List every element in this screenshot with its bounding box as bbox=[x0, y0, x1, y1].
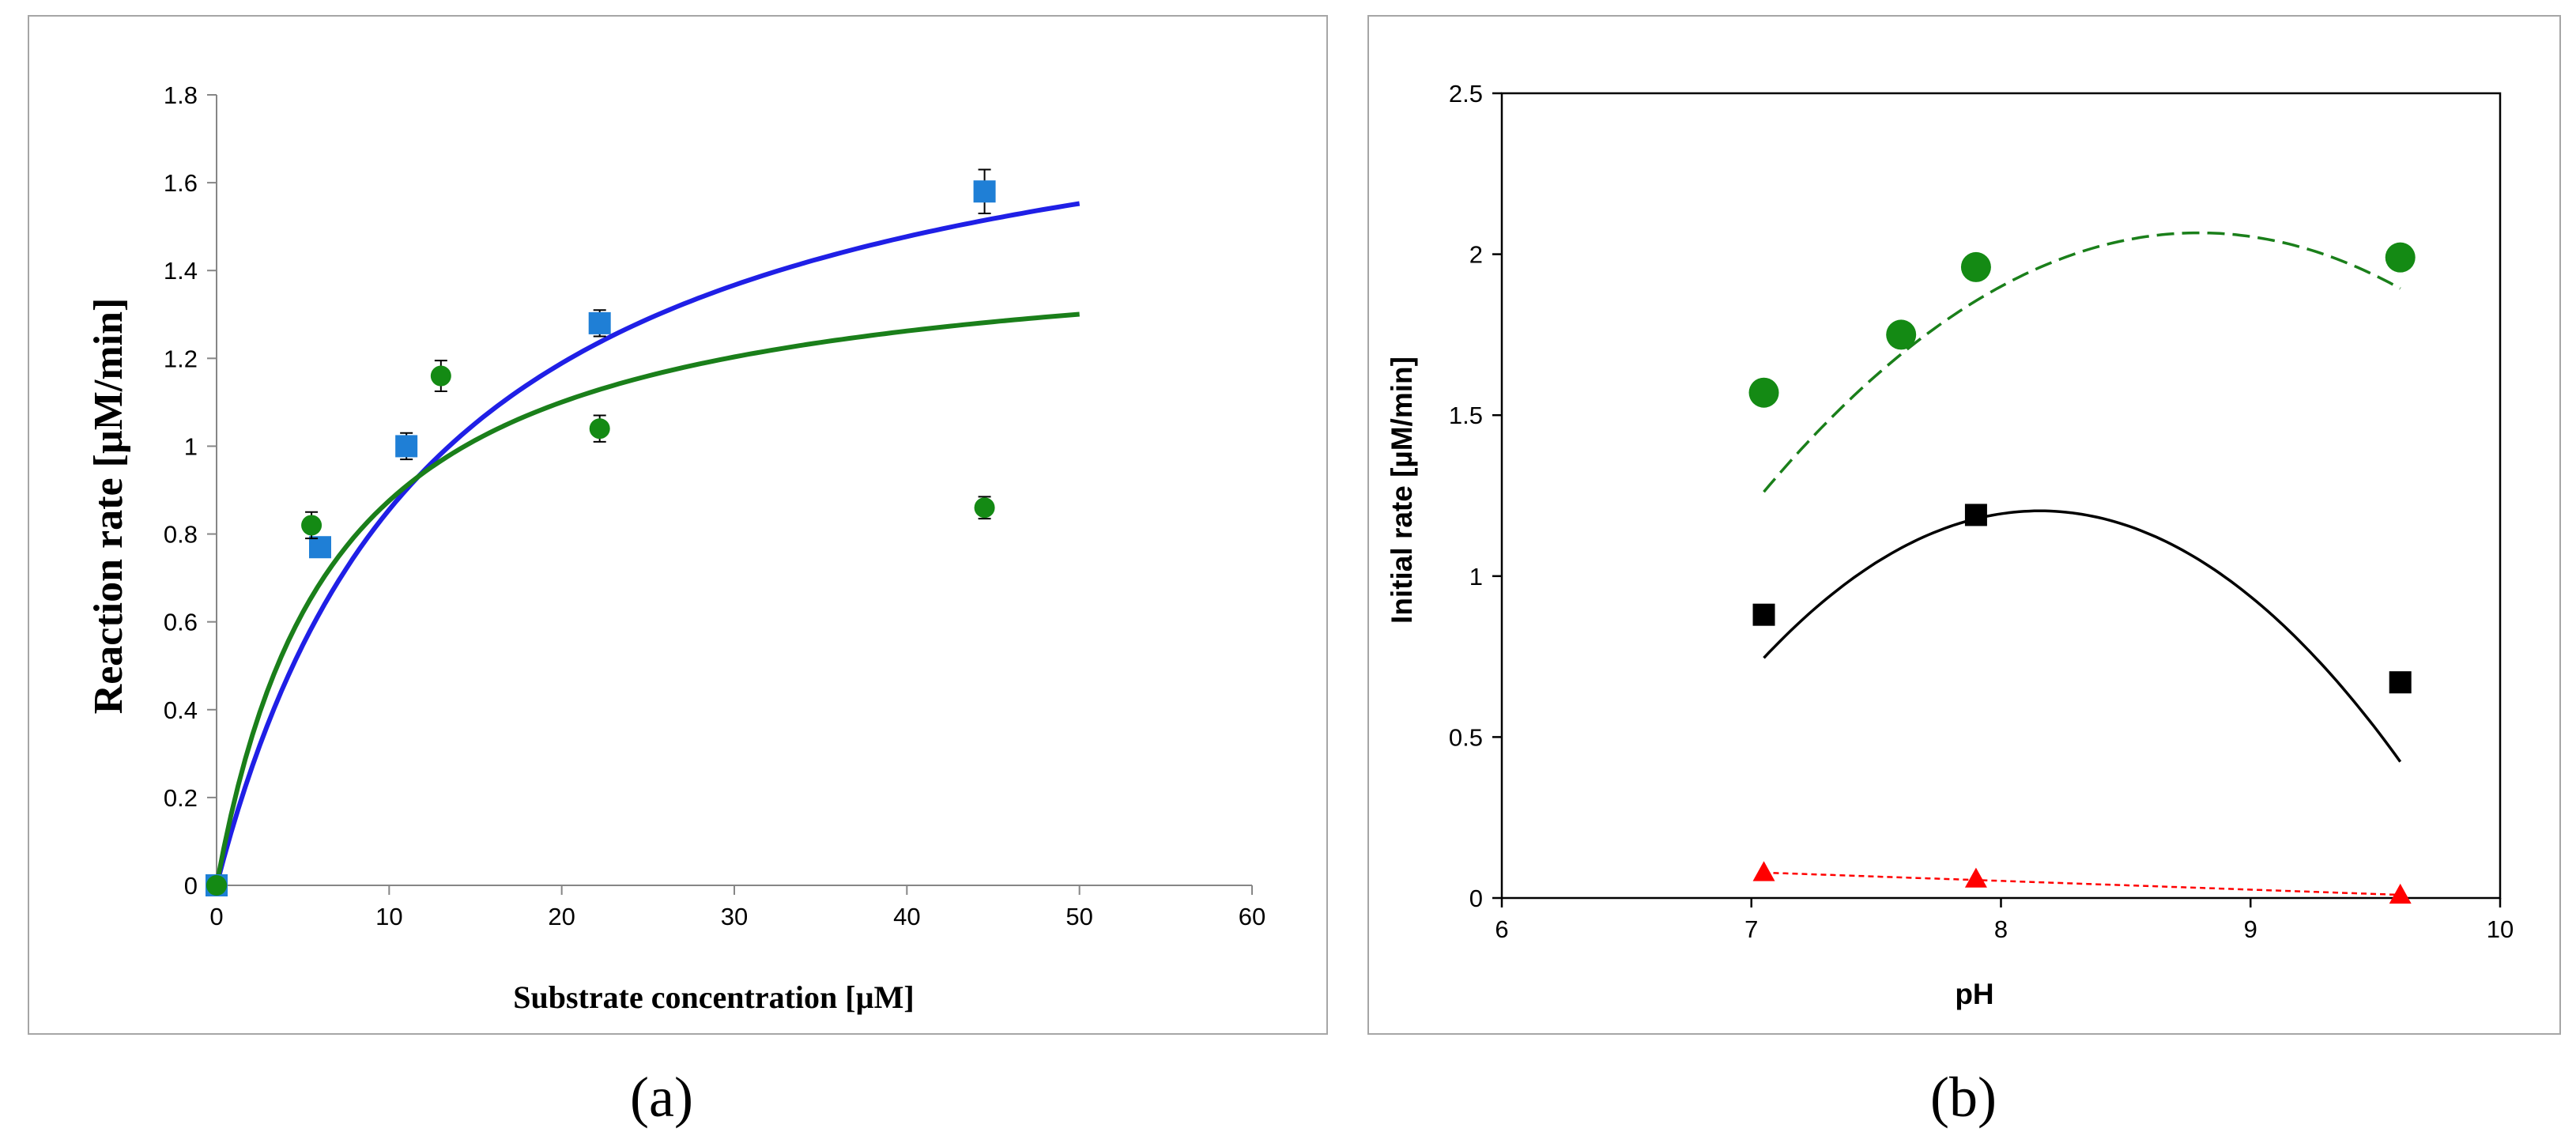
a-y-tick-label: 0.4 bbox=[164, 696, 198, 724]
b-x-tick-label: 9 bbox=[2244, 915, 2257, 943]
b-data-point-black-squares bbox=[2389, 671, 2412, 694]
panel-a-letter: (a) bbox=[630, 1066, 693, 1129]
a-data-point-green-data bbox=[301, 515, 322, 536]
b-data-point-green-circles bbox=[2385, 242, 2416, 273]
plot-a: 0 10 20 30 40 50 60 0 0.2 0.4 0.6 0.8 1 1.2 1.4 1.6 1.8 bbox=[164, 81, 1265, 930]
b-data-point-green-circles bbox=[1748, 377, 1779, 408]
a-y-tick-label: 0.2 bbox=[164, 784, 198, 812]
panel-a-y-axis-label: Reaction rate [µM/min] bbox=[86, 298, 131, 715]
a-data-point-blue-data bbox=[588, 311, 611, 334]
a-data-point-green-data bbox=[206, 875, 227, 896]
a-y-tick-label: 1 bbox=[184, 432, 198, 460]
a-y-tick-label: 0 bbox=[184, 872, 198, 900]
a-data-point-blue-data bbox=[309, 536, 331, 559]
a-y-tick-label: 1.4 bbox=[164, 257, 198, 285]
panel-b-y-axis-label: Initial rate [µM/min] bbox=[1386, 357, 1418, 624]
b-y-tick-label: 0 bbox=[1469, 885, 1483, 912]
b-x-tick-label: 8 bbox=[1994, 915, 2008, 943]
panel-b: 6 7 8 9 10 0 0.5 1 1.5 2 2.5 pH Initial rate [µM/m… bbox=[1367, 15, 2561, 1035]
a-series-line-green-fit bbox=[214, 311, 1080, 886]
a-y-tick-label: 0.6 bbox=[164, 609, 198, 636]
b-data-point-black-squares bbox=[1752, 603, 1775, 626]
a-x-tick-label: 50 bbox=[1065, 903, 1092, 930]
b-data-point-green-circles bbox=[1886, 319, 1917, 350]
b-y-tick-label: 2.5 bbox=[1449, 80, 1483, 108]
b-data-point-red-triangles bbox=[1752, 861, 1775, 881]
panel-a-x-axis-label: Substrate concentration [µM] bbox=[513, 979, 914, 1015]
b-data-point-red-triangles bbox=[1964, 867, 1987, 888]
a-x-tick-label: 20 bbox=[548, 903, 575, 930]
a-x-tick-label: 30 bbox=[721, 903, 748, 930]
b-y-tick-label: 1.5 bbox=[1449, 402, 1483, 429]
a-series-line-blue-fit bbox=[214, 201, 1081, 886]
b-x-tick-label: 10 bbox=[2487, 915, 2514, 943]
a-data-point-blue-data bbox=[395, 435, 418, 458]
a-data-point-blue-data bbox=[973, 180, 996, 203]
b-series-line-black-trend bbox=[1763, 509, 2402, 763]
panel-a: 0 10 20 30 40 50 6000.20.40.60.811.21.41.61.8 … bbox=[28, 15, 1328, 1035]
a-data-point-green-data bbox=[974, 497, 995, 519]
b-data-point-red-triangles bbox=[2389, 883, 2412, 904]
b-series-line-green-trend bbox=[1763, 231, 2401, 493]
b-y-tick-label: 0.5 bbox=[1449, 723, 1483, 751]
a-y-tick-label: 1.8 bbox=[164, 81, 198, 109]
panel-b-x-axis-label: pH bbox=[1955, 978, 1993, 1010]
b-x-tick-label: 6 bbox=[1495, 915, 1508, 943]
b-y-tick-label: 2 bbox=[1469, 241, 1483, 269]
a-x-tick-label: 60 bbox=[1239, 903, 1265, 930]
a-y-tick-label: 1.2 bbox=[164, 345, 198, 372]
plot-b: 6 7 8 9 10 0 0.5 1 1.5 2 2.5 bbox=[1449, 80, 2514, 943]
a-y-tick-label: 0.8 bbox=[164, 521, 198, 549]
a-data-point-green-data bbox=[589, 418, 610, 440]
a-x-tick-label: 40 bbox=[893, 903, 920, 930]
a-data-point-green-data bbox=[430, 365, 451, 387]
panel-b-frame bbox=[1367, 15, 2561, 1035]
b-y-tick-label: 1 bbox=[1469, 563, 1483, 590]
b-data-point-green-circles bbox=[1960, 251, 1991, 282]
panel-b-letter: (b) bbox=[1930, 1066, 1997, 1129]
a-x-tick-label: 10 bbox=[375, 903, 402, 930]
panel-a-frame bbox=[28, 15, 1328, 1035]
b-x-tick-label: 7 bbox=[1744, 915, 1758, 943]
a-y-tick-label: 1.6 bbox=[164, 169, 198, 197]
b-series-line-red-trend bbox=[1763, 871, 2401, 896]
a-x-tick-label: 0 bbox=[209, 903, 223, 930]
b-data-point-black-squares bbox=[1964, 504, 1987, 526]
